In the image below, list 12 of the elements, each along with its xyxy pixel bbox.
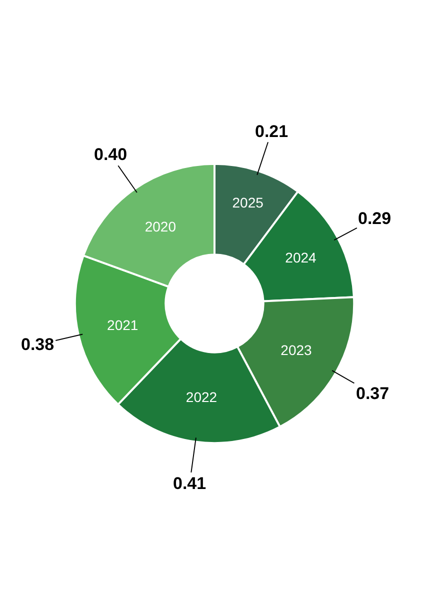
data-label: 0.37 (356, 384, 390, 403)
slice-label: 2020 (144, 218, 176, 234)
data-label: 0.29 (358, 209, 392, 228)
data-label: 0.21 (255, 122, 288, 141)
data-label: 0.40 (94, 145, 128, 164)
slice-label: 2024 (285, 250, 317, 266)
slice-label: 2023 (280, 342, 312, 358)
data-label: 0.38 (21, 335, 54, 354)
slice-label: 2021 (107, 316, 138, 333)
slice-label: 2025 (232, 194, 264, 211)
data-label: 0.41 (173, 474, 206, 493)
slice-label: 2022 (186, 388, 218, 405)
